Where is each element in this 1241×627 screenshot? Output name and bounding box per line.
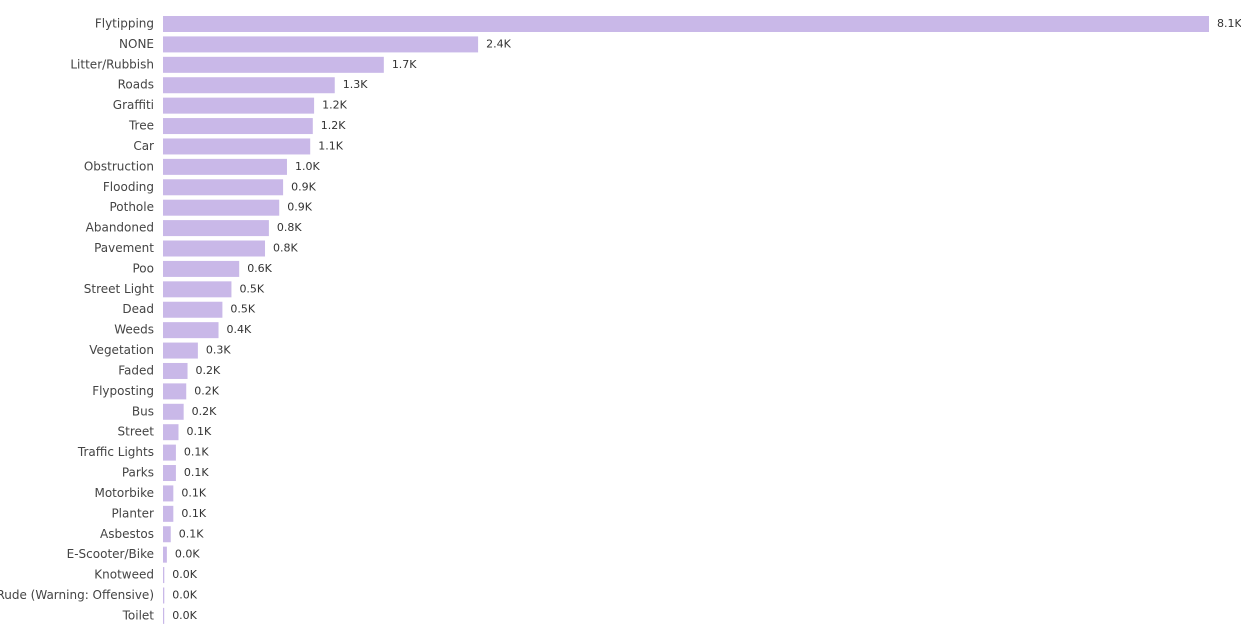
category-label: Rude (Warning: Offensive) bbox=[0, 588, 154, 602]
bar bbox=[163, 16, 1209, 32]
bar bbox=[163, 607, 165, 624]
value-label: 0.2K bbox=[192, 405, 217, 418]
bar bbox=[163, 362, 188, 379]
category-label: Weeds bbox=[114, 323, 154, 337]
value-label: 8.1K bbox=[1217, 17, 1241, 30]
category-label: Tree bbox=[128, 119, 154, 133]
category-label: Faded bbox=[118, 363, 154, 377]
value-label: 2.4K bbox=[486, 37, 511, 50]
value-label: 0.8K bbox=[277, 221, 302, 234]
category-label: Flooding bbox=[103, 180, 154, 194]
category-label: NONE bbox=[119, 37, 154, 51]
bar bbox=[163, 138, 311, 155]
value-label: 0.1K bbox=[181, 507, 206, 520]
category-label: Litter/Rubbish bbox=[70, 57, 154, 71]
category-label: Vegetation bbox=[89, 343, 154, 357]
bar bbox=[163, 281, 232, 298]
bar bbox=[163, 322, 219, 339]
bar bbox=[163, 567, 165, 584]
category-label: Pavement bbox=[94, 241, 154, 255]
value-label: 1.3K bbox=[343, 78, 368, 91]
bar bbox=[163, 77, 335, 94]
category-label: Roads bbox=[118, 78, 154, 92]
value-label: 0.5K bbox=[239, 282, 264, 295]
bar bbox=[163, 444, 176, 461]
bar bbox=[163, 97, 315, 114]
bar bbox=[163, 179, 284, 196]
value-label: 0.8K bbox=[273, 242, 298, 255]
value-label: 0.2K bbox=[194, 384, 219, 397]
category-label: Motorbike bbox=[94, 486, 154, 500]
bar bbox=[163, 56, 384, 73]
category-label: Pothole bbox=[109, 200, 154, 214]
value-label: 0.1K bbox=[181, 486, 206, 499]
value-label: 1.7K bbox=[392, 58, 417, 71]
category-label: Asbestos bbox=[100, 527, 154, 541]
category-label: Traffic Lights bbox=[77, 445, 154, 459]
value-label: 0.4K bbox=[227, 323, 252, 336]
bar bbox=[163, 546, 167, 563]
category-label: Graffiti bbox=[113, 98, 154, 112]
bar bbox=[163, 587, 165, 604]
bar bbox=[163, 383, 187, 400]
bar bbox=[163, 36, 479, 53]
category-label: Car bbox=[133, 139, 154, 153]
bar bbox=[163, 260, 240, 277]
bar bbox=[163, 118, 313, 135]
value-label: 0.0K bbox=[172, 568, 197, 581]
value-label: 1.2K bbox=[321, 119, 346, 132]
bar bbox=[163, 240, 266, 257]
value-label: 0.6K bbox=[247, 262, 272, 275]
category-label: Toilet bbox=[122, 608, 155, 622]
category-label: Bus bbox=[132, 404, 154, 418]
category-label: Knotweed bbox=[94, 568, 154, 582]
value-label: 0.9K bbox=[287, 201, 312, 214]
category-label: Flyposting bbox=[92, 384, 154, 398]
value-label: 1.0K bbox=[295, 160, 320, 173]
value-label: 0.1K bbox=[186, 425, 211, 438]
bar bbox=[163, 301, 223, 318]
category-label: E-Scooter/Bike bbox=[67, 547, 154, 561]
bar bbox=[163, 526, 171, 543]
category-label: Street bbox=[118, 425, 155, 439]
value-label: 0.9K bbox=[291, 180, 316, 193]
bar bbox=[163, 158, 287, 175]
bar bbox=[163, 342, 198, 359]
bar bbox=[163, 485, 174, 502]
value-label: 0.0K bbox=[175, 548, 200, 561]
category-label: Planter bbox=[111, 506, 154, 520]
category-label: Flytipping bbox=[95, 17, 154, 31]
value-label: 1.2K bbox=[322, 99, 347, 112]
bar bbox=[163, 199, 280, 216]
category-label: Obstruction bbox=[84, 159, 154, 173]
category-label: Parks bbox=[122, 466, 154, 480]
value-label: 0.0K bbox=[172, 588, 197, 601]
value-label: 1.1K bbox=[318, 139, 343, 152]
bar bbox=[163, 465, 176, 482]
bar bbox=[163, 505, 174, 522]
category-label: Abandoned bbox=[86, 221, 154, 235]
value-label: 0.1K bbox=[179, 527, 204, 540]
bar bbox=[163, 403, 184, 420]
category-label: Street Light bbox=[84, 282, 155, 296]
value-label: 0.1K bbox=[184, 446, 209, 459]
bar bbox=[163, 424, 179, 441]
bar bbox=[163, 220, 269, 237]
value-label: 0.3K bbox=[206, 344, 231, 357]
value-label: 0.1K bbox=[184, 466, 209, 479]
value-label: 0.5K bbox=[230, 303, 255, 316]
value-label: 0.0K bbox=[172, 609, 197, 622]
category-label: Dead bbox=[122, 302, 154, 316]
category-label: Poo bbox=[133, 261, 155, 275]
value-label: 0.2K bbox=[196, 364, 221, 377]
